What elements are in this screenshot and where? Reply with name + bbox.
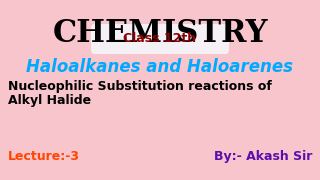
Text: CHEMISTRY: CHEMISTRY (52, 18, 268, 49)
FancyBboxPatch shape (91, 24, 229, 54)
Text: Alkyl Halide: Alkyl Halide (8, 94, 91, 107)
Text: Lecture:-3: Lecture:-3 (8, 150, 80, 163)
Text: Haloalkanes and Haloarenes: Haloalkanes and Haloarenes (27, 58, 293, 76)
Text: By:- Akash Sir: By:- Akash Sir (214, 150, 312, 163)
Text: Class 12th: Class 12th (124, 33, 196, 46)
Text: Nucleophilic Substitution reactions of: Nucleophilic Substitution reactions of (8, 80, 272, 93)
